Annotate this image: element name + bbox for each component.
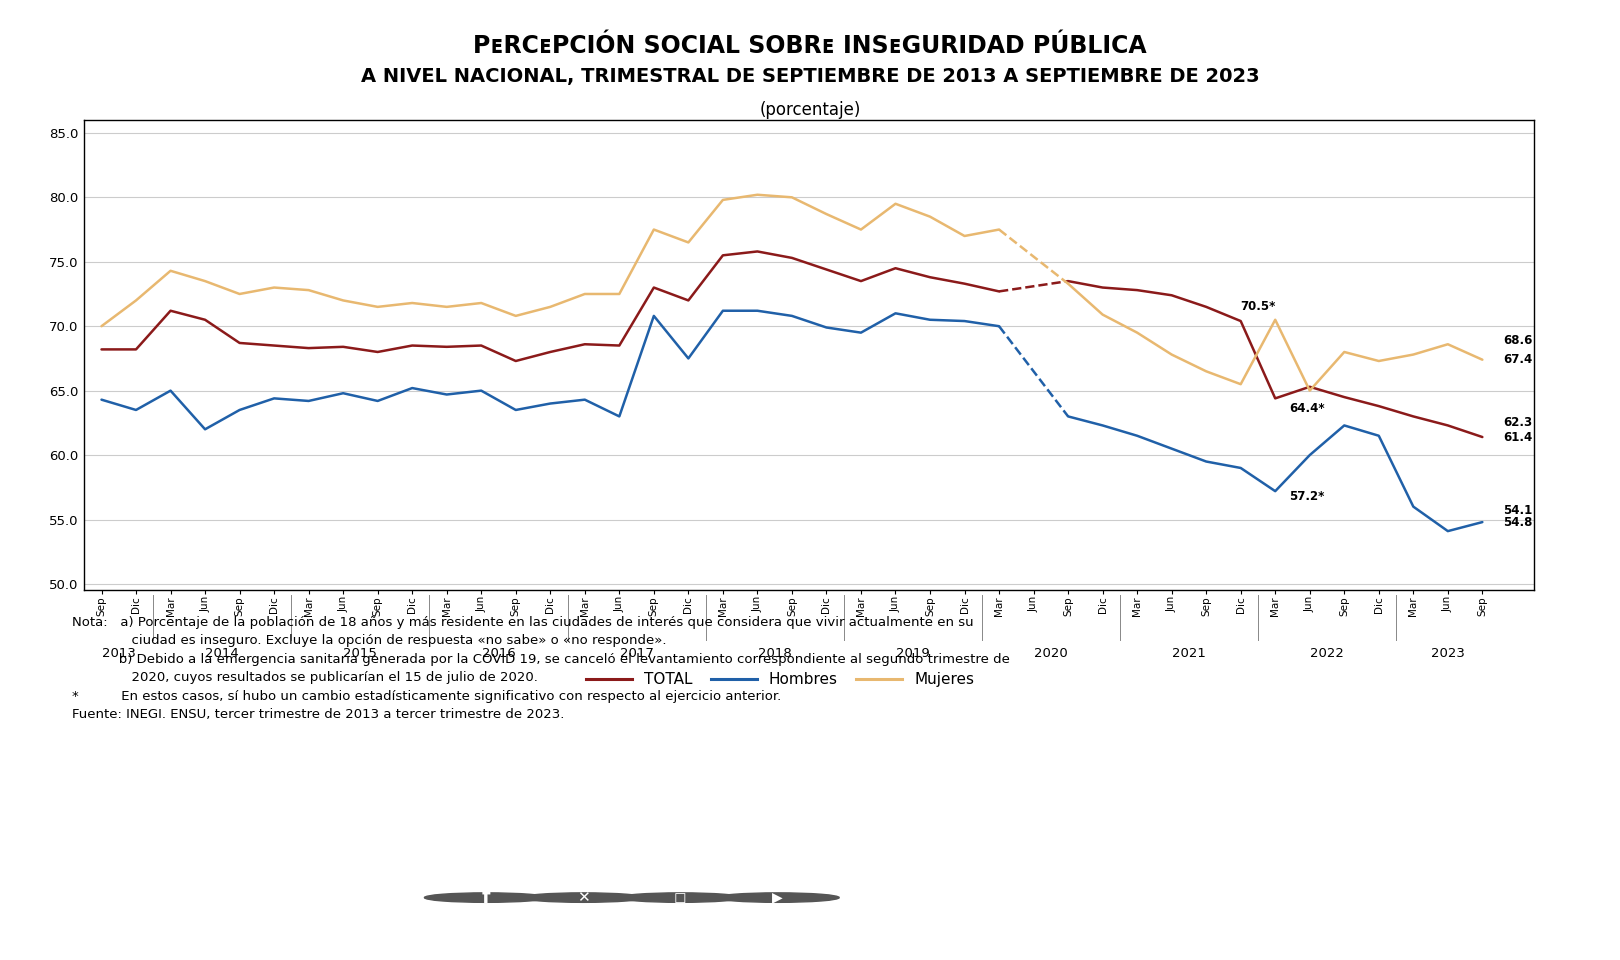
Text: 2020: 2020 (1034, 647, 1068, 660)
Text: 2017: 2017 (619, 647, 653, 660)
Text: 68.6: 68.6 (1503, 334, 1533, 347)
Text: 2014: 2014 (206, 647, 240, 660)
Text: 64.4*: 64.4* (1290, 402, 1325, 415)
Legend: TOTAL, Hombres, Mujeres: TOTAL, Hombres, Mujeres (580, 666, 980, 693)
Text: 2021: 2021 (1171, 647, 1205, 660)
Text: f: f (481, 888, 491, 907)
Text: 61.4: 61.4 (1503, 430, 1533, 444)
Circle shape (716, 893, 839, 902)
Circle shape (522, 893, 645, 902)
Text: INEGI: INEGI (931, 883, 1017, 912)
Text: 54.8: 54.8 (1503, 516, 1533, 529)
Text: A NIVEL NACIONAL, TRIMESTRAL DE SEPTIEMBRE DE 2013 A SEPTIEMBRE DE 2023: A NIVEL NACIONAL, TRIMESTRAL DE SEPTIEMB… (361, 67, 1259, 86)
Text: 2013: 2013 (102, 647, 136, 660)
Text: ✕: ✕ (577, 890, 590, 905)
Text: 57.2*: 57.2* (1290, 490, 1325, 503)
Text: 2023: 2023 (1430, 647, 1464, 660)
Text: 54.1: 54.1 (1503, 504, 1533, 517)
Text: 2015: 2015 (343, 647, 377, 660)
Text: Nota:   a) Porcentaje de la población de 18 años y más residente en las ciudades: Nota: a) Porcentaje de la población de 1… (73, 616, 1009, 721)
Text: 70.5*: 70.5* (1241, 300, 1277, 313)
Text: ▶: ▶ (773, 891, 782, 904)
Text: 67.4: 67.4 (1503, 353, 1533, 366)
Text: 62.3: 62.3 (1503, 417, 1533, 429)
Text: PᴇRCᴇPCIÓN SOCIAL SOBRᴇ INSᴇGURIDAD PÚBLICA: PᴇRCᴇPCIÓN SOCIAL SOBRᴇ INSᴇGURIDAD PÚBL… (473, 34, 1147, 58)
Text: ◻: ◻ (674, 890, 687, 905)
Text: 2022: 2022 (1311, 647, 1345, 660)
Text: 2016: 2016 (481, 647, 515, 660)
Circle shape (424, 893, 548, 902)
Circle shape (619, 893, 742, 902)
Text: 2019: 2019 (896, 647, 930, 660)
Text: (porcentaje): (porcentaje) (760, 101, 860, 119)
Text: 2018: 2018 (758, 647, 792, 660)
Text: INFORMA: INFORMA (1061, 883, 1191, 912)
